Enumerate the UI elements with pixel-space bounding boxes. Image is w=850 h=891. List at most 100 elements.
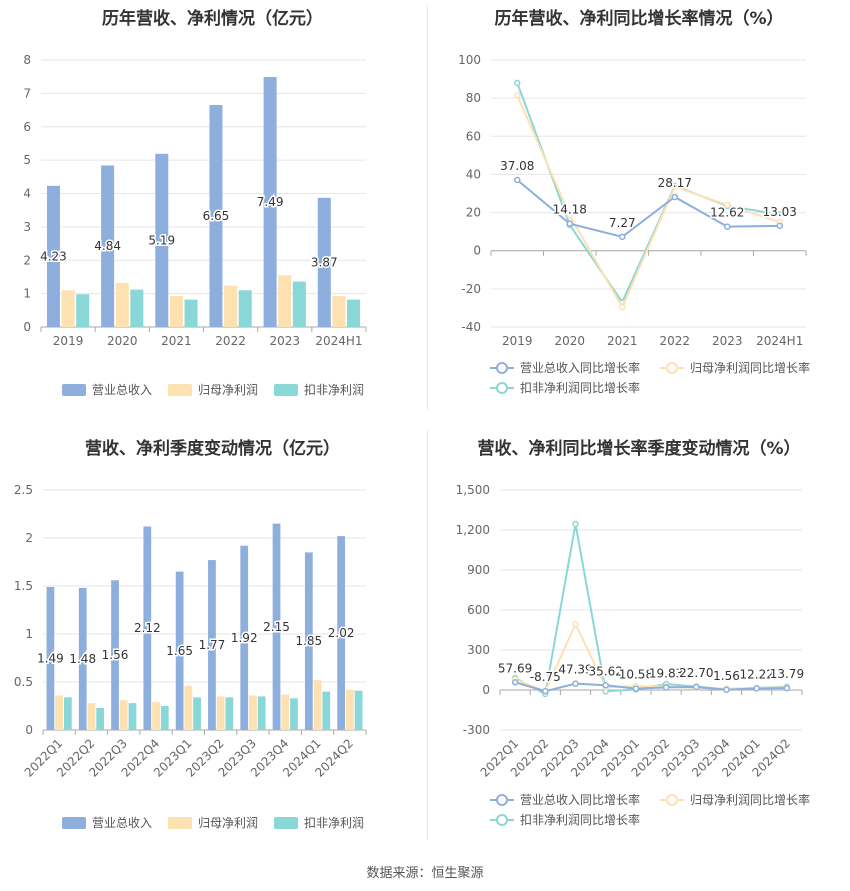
data-point xyxy=(514,79,521,87)
y-tick-label: 2.5 xyxy=(14,483,33,497)
legend-label: 归母净利润同比增长率 xyxy=(690,360,810,375)
bar xyxy=(257,696,266,730)
bar xyxy=(115,282,129,327)
bar xyxy=(332,295,346,327)
legend-swatch xyxy=(168,817,192,829)
point-data-label: 10.58 xyxy=(619,668,653,682)
bar-data-label: 7.49 xyxy=(257,195,284,209)
bar-data-label: 1.77 xyxy=(199,638,226,652)
data-point xyxy=(671,193,678,201)
x-tick-label: 2019 xyxy=(53,334,84,348)
point-data-label: 19.83 xyxy=(649,666,683,680)
bar xyxy=(216,696,225,730)
legend-label: 归母净利润 xyxy=(198,816,258,830)
bar xyxy=(209,105,223,328)
x-tick-label: 2024H1 xyxy=(315,334,362,348)
bar-data-label: 3.87 xyxy=(311,255,338,269)
bar xyxy=(76,294,90,327)
y-tick-label: 1,500 xyxy=(456,483,490,497)
series-line xyxy=(516,179,780,238)
data-point xyxy=(776,211,783,218)
y-tick-label: 0 xyxy=(473,244,481,258)
data-point xyxy=(619,233,626,241)
bar xyxy=(130,289,144,327)
y-tick-label: 1 xyxy=(23,287,31,301)
y-tick-label: 1,200 xyxy=(456,523,490,537)
bar xyxy=(61,290,75,327)
bar xyxy=(143,526,152,730)
legend-swatch-marker xyxy=(496,362,508,374)
y-tick-label: 2 xyxy=(25,531,33,545)
x-tick-label: 2023 xyxy=(712,334,743,348)
data-point xyxy=(693,683,700,691)
bar-data-label: 1.92 xyxy=(231,631,258,645)
legend-label: 营业总收入同比增长率 xyxy=(520,792,640,807)
y-tick-label: 2 xyxy=(23,253,31,267)
legend-swatch-marker xyxy=(666,794,678,806)
y-tick-label: 5 xyxy=(23,153,31,167)
point-data-label: 22.70 xyxy=(679,666,713,680)
chart-svg: -30003006009001,2001,5002022Q12022Q22022… xyxy=(456,483,810,827)
data-point xyxy=(572,680,579,687)
legend-label: 扣非净利润 xyxy=(304,816,364,830)
legend-label: 扣非净利润同比增长率 xyxy=(520,380,640,395)
data-source: 数据来源：恒生聚源 xyxy=(366,866,484,881)
data-point xyxy=(619,303,626,311)
y-tick-label: 0.5 xyxy=(14,675,33,689)
data-point xyxy=(514,92,521,99)
y-tick-label: 8 xyxy=(23,53,31,67)
bar xyxy=(55,695,64,730)
bar-data-label: 2.15 xyxy=(263,620,290,634)
bar xyxy=(101,165,115,327)
series-line xyxy=(514,681,787,693)
y-tick-label: 80 xyxy=(466,91,481,105)
data-point xyxy=(566,212,573,219)
data-point xyxy=(724,223,731,230)
x-tick-label: 2021 xyxy=(607,334,638,348)
chart-svg: 0 1 2 3 4 5 6 7 8 2019 2020 2021 2022 2023 2024H1 4.23 4… xyxy=(23,53,367,397)
data-point xyxy=(542,687,549,695)
bar xyxy=(184,299,198,327)
bar xyxy=(175,571,184,730)
bar-data-label: 5.19 xyxy=(148,233,175,247)
y-tick-label: 900 xyxy=(467,563,490,577)
point-data-label: 37.08 xyxy=(500,159,534,173)
legend-swatch xyxy=(168,384,192,396)
bar xyxy=(347,299,361,327)
legend-swatch xyxy=(62,817,86,829)
bar xyxy=(184,685,193,730)
bar xyxy=(193,697,201,730)
data-point xyxy=(572,520,579,528)
bar xyxy=(208,560,216,730)
chart-title: 历年营收、净利同比增长率情况（%） xyxy=(494,9,784,29)
y-tick-label: 0 xyxy=(23,320,31,334)
y-tick-label: 40 xyxy=(466,167,481,181)
x-tick-label: 2021 xyxy=(161,334,192,348)
legend-label: 归母净利润 xyxy=(198,383,258,397)
y-tick-label: 300 xyxy=(467,643,490,657)
bar xyxy=(225,697,234,730)
bar-data-label: 1.65 xyxy=(166,644,193,658)
y-tick-label: 7 xyxy=(23,86,31,100)
bar xyxy=(128,703,137,730)
point-data-label: 14.18 xyxy=(553,203,587,217)
legend-swatch xyxy=(274,384,298,396)
data-point xyxy=(662,684,670,691)
bar xyxy=(263,77,277,328)
point-data-label: 7.27 xyxy=(609,216,636,230)
legend-label: 营业总收入 xyxy=(92,816,152,830)
point-data-label: -8.75 xyxy=(530,670,561,684)
x-tick-label: 2022 xyxy=(215,334,246,348)
bar xyxy=(63,697,72,730)
legend-swatch xyxy=(62,384,86,396)
bar xyxy=(224,285,238,327)
y-tick-label: 600 xyxy=(467,603,490,617)
chart-svg: -40 -20 0 20 40 60 80 100 2019 2020 2021 2022 2023 20… xyxy=(458,53,810,395)
point-data-label: 12.62 xyxy=(710,206,744,220)
y-tick-label: 6 xyxy=(23,120,31,134)
legend-swatch-marker xyxy=(496,794,508,806)
point-data-label: 35.62 xyxy=(589,664,623,678)
annual-growth-rate-chart: 历年营收、净利同比增长率情况（%） -40 -20 0 20 40 60 80 100 2019… xyxy=(428,0,850,415)
bar xyxy=(169,295,183,327)
x-tick-label: 2023 xyxy=(269,334,300,348)
